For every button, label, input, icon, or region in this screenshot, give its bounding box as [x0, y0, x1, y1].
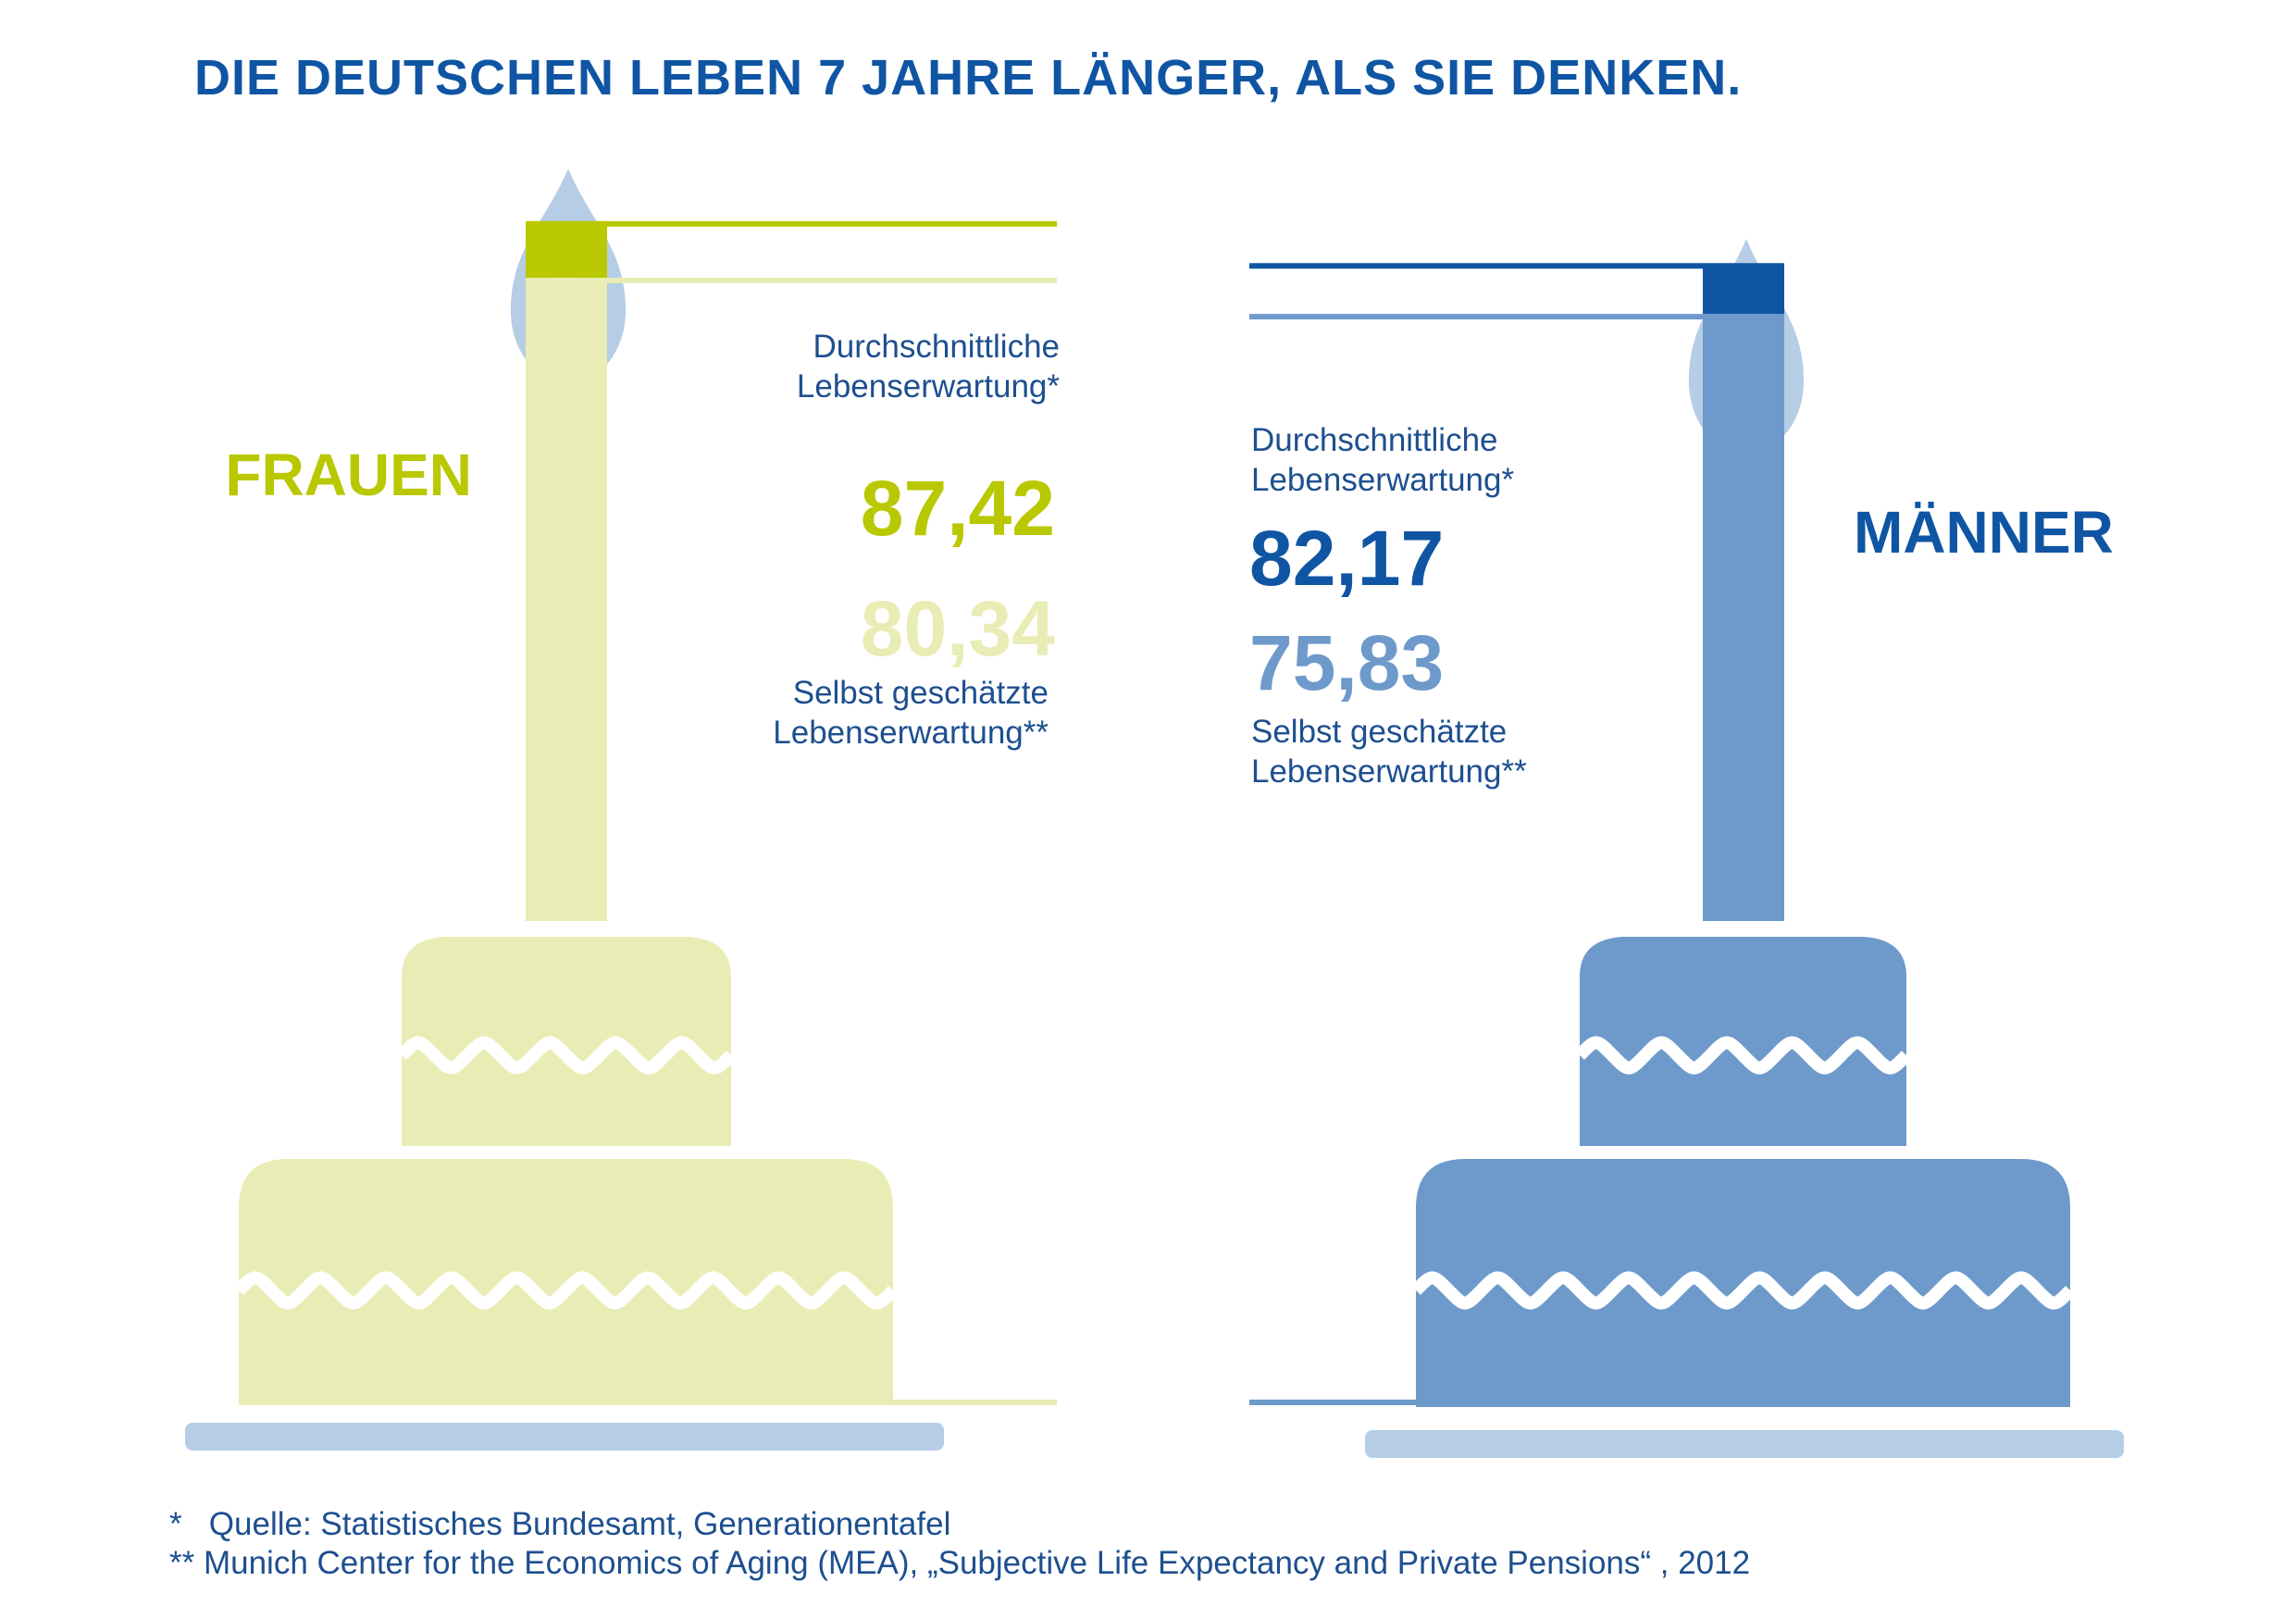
women-average-caption-2: Lebenserwartung* — [797, 368, 1060, 405]
men-bar-self-estimated — [1703, 314, 1784, 921]
women-cake-frosting-top — [396, 1036, 737, 1075]
men-cake-top-tier — [1580, 937, 1906, 1146]
footnote-source-2: ** Munich Center for the Economics of Ag… — [169, 1545, 1750, 1581]
women-bar-average — [526, 220, 607, 279]
men-self-value: 75,83 — [1249, 619, 1444, 706]
men-self-caption-2: Lebenserwartung** — [1251, 753, 1527, 790]
women-cake-plate — [185, 1423, 944, 1451]
women-average-caption-1: Durchschnittliche — [813, 329, 1061, 365]
page-title: DIE DEUTSCHEN LEBEN 7 JAHRE LÄNGER, ALS … — [194, 50, 1742, 106]
men-group: MÄNNER Durchschnittliche Lebenserwartung… — [1249, 239, 2124, 1458]
women-group: FRAUEN Durchschnittliche Lebenserwartung… — [185, 168, 1060, 1451]
men-cake-frosting-top — [1574, 1036, 1912, 1075]
men-average-value: 82,17 — [1249, 515, 1444, 602]
women-self-caption-2: Lebenserwartung** — [773, 715, 1049, 751]
women-self-caption-1: Selbst geschätzte — [793, 675, 1049, 711]
men-average-caption-2: Lebenserwartung* — [1251, 462, 1514, 498]
footnote-source-1: * Quelle: Statistisches Bundesamt, Gener… — [169, 1506, 950, 1542]
men-self-caption-1: Selbst geschätzte — [1251, 714, 1507, 750]
women-label: FRAUEN — [225, 442, 472, 508]
men-label: MÄNNER — [1854, 499, 2114, 566]
men-average-caption-1: Durchschnittliche — [1251, 422, 1498, 458]
men-cake-plate — [1365, 1430, 2124, 1458]
women-bar-self-estimated — [526, 278, 607, 922]
women-average-value: 87,42 — [861, 465, 1055, 552]
women-self-value: 80,34 — [861, 585, 1055, 672]
men-cake-frosting-bottom — [1410, 1271, 2076, 1310]
women-cake-frosting-bottom — [233, 1271, 899, 1310]
men-bar-average — [1703, 263, 1784, 315]
women-cake-top-tier — [402, 937, 731, 1146]
